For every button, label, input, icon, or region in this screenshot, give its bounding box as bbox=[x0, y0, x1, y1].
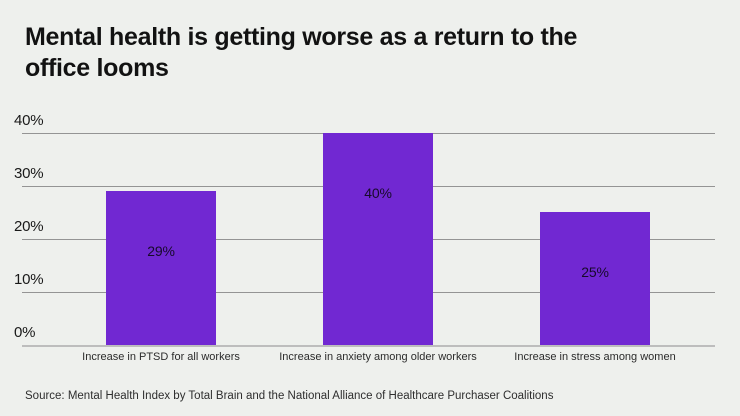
x-axis-baseline bbox=[22, 345, 715, 347]
bar-value-label: 29% bbox=[147, 243, 175, 259]
chart-title: Mental health is getting worse as a retu… bbox=[25, 22, 577, 84]
category-label: Increase in anxiety among older workers bbox=[279, 351, 477, 363]
bar: 40% bbox=[323, 133, 433, 345]
bar-value-label: 40% bbox=[364, 185, 392, 201]
chart-title-line-1: Mental health is getting worse as a retu… bbox=[25, 23, 578, 51]
y-axis-tick-label: 30% bbox=[14, 165, 44, 182]
y-axis-tick-label: 20% bbox=[14, 218, 44, 235]
category-label: Increase in PTSD for all workers bbox=[82, 351, 240, 363]
category-label: Increase in stress among women bbox=[514, 351, 676, 363]
chart-title-line-2: office looms bbox=[25, 54, 169, 82]
y-axis-tick-label: 10% bbox=[14, 271, 44, 288]
y-axis-tick-label: 0% bbox=[14, 324, 36, 341]
bar: 29% bbox=[106, 191, 216, 345]
bar-value-label: 25% bbox=[581, 264, 609, 280]
y-axis-tick-label: 40% bbox=[14, 112, 44, 129]
source-attribution: Source: Mental Health Index by Total Bra… bbox=[25, 390, 554, 402]
bar: 25% bbox=[540, 212, 650, 345]
